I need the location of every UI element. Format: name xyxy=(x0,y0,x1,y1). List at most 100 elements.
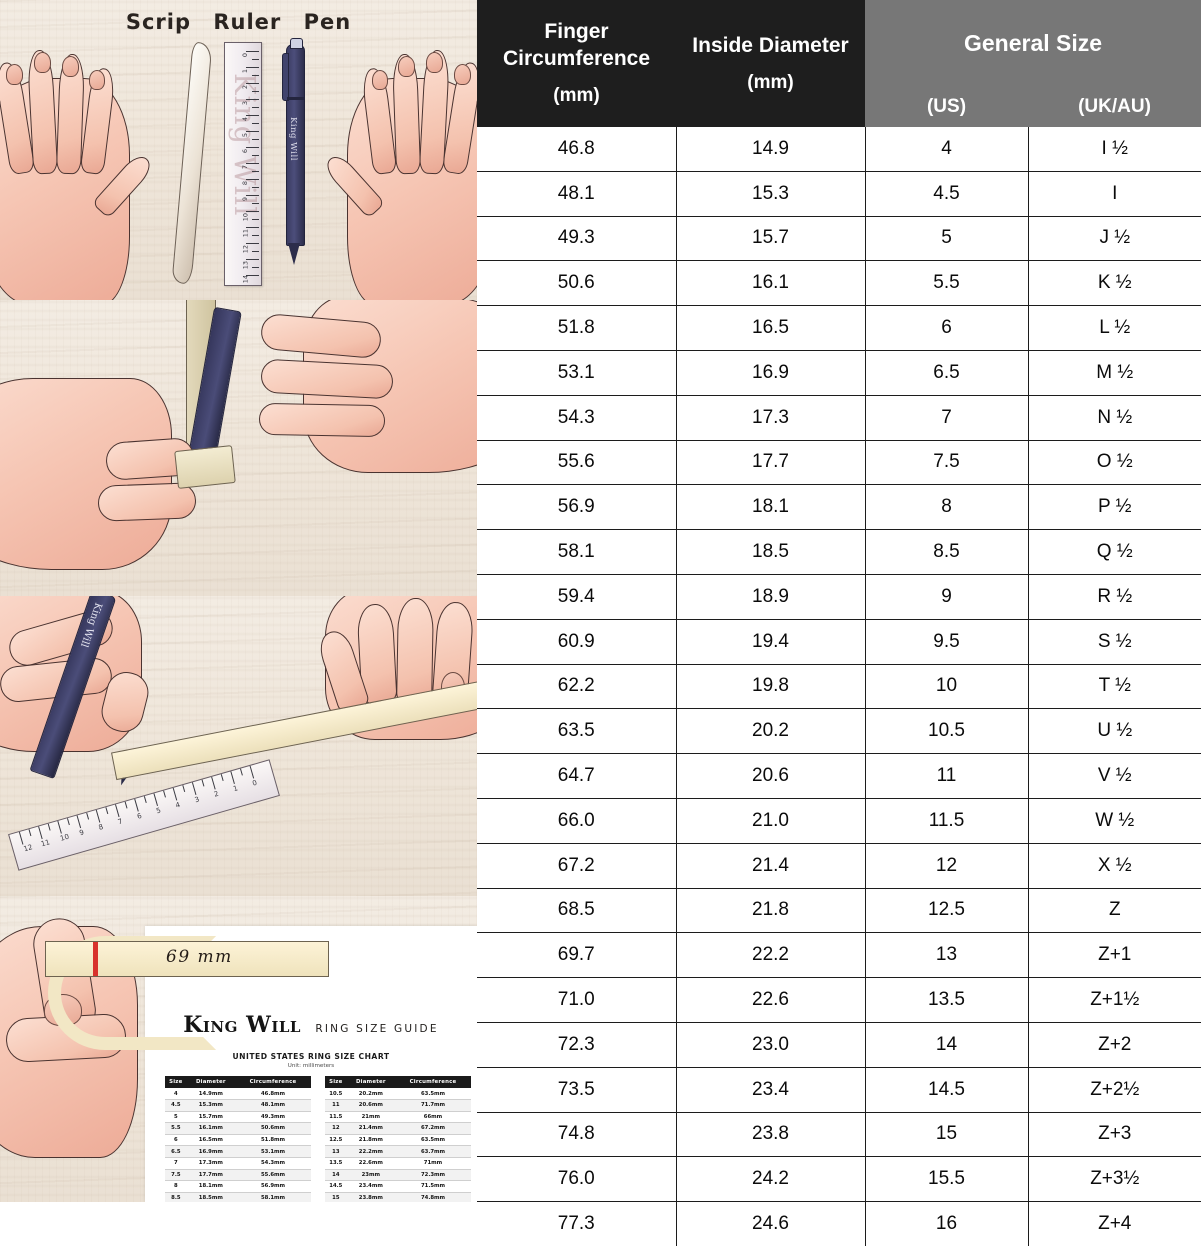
mini-table-row: 10.5 20.2mm 63.5mm xyxy=(325,1088,471,1100)
cell-inside-diameter: 23.8 xyxy=(676,1112,866,1158)
mini-cell-diameter: 15.7mm xyxy=(186,1111,236,1124)
mini-table-right: Size Diameter Circumference 10.5 20.2mm 63… xyxy=(325,1076,471,1202)
mini-cell-circumference: 50.6mm xyxy=(235,1122,311,1135)
cell-size-us: 15.5 xyxy=(865,1156,1029,1203)
mini-cell-size: 11 xyxy=(325,1099,347,1112)
right-hand-nail-3 xyxy=(398,56,415,77)
cell-size-us: 12 xyxy=(865,843,1029,889)
pen-clip xyxy=(282,53,289,101)
cell-size-us: 7 xyxy=(865,395,1029,441)
ruler-brand-text: King Will xyxy=(228,73,262,217)
mini-cell-circumference: 67.2mm xyxy=(395,1122,471,1135)
cell-finger-circumference: 66.0 xyxy=(477,798,677,844)
cell-size-uk-au: Z+3½ xyxy=(1028,1156,1201,1203)
cell-inside-diameter: 21.4 xyxy=(676,843,866,889)
mini-cell-circumference: 72.3mm xyxy=(395,1169,471,1182)
paper-scrip xyxy=(171,41,213,285)
header-inside-diameter-unit: (mm) xyxy=(747,71,794,93)
table-row: 60.9 19.4 9.5 S ½ xyxy=(477,619,1201,665)
cell-inside-diameter: 18.9 xyxy=(676,574,866,620)
header-inside-diameter-label: Inside Diameter xyxy=(692,33,849,57)
ruler-num-6: 6 xyxy=(241,149,249,154)
cell-inside-diameter: 16.5 xyxy=(676,305,866,351)
cell-size-uk-au: W ½ xyxy=(1028,798,1201,844)
mini-table-row: 4.5 15.3mm 48.1mm xyxy=(165,1099,311,1112)
mini-col-diameter: Diameter xyxy=(346,1076,396,1089)
mini-cell-circumference: 71.7mm xyxy=(395,1099,471,1112)
panel-tools-layout: Scrip Ruler Pen xyxy=(0,0,477,302)
mini-cell-diameter: 23.4mm xyxy=(346,1180,396,1193)
cell-finger-circumference: 59.4 xyxy=(477,574,677,620)
mini-cell-diameter: 23.8mm xyxy=(346,1192,396,1202)
ruler-num-3: 3 xyxy=(193,795,201,805)
ruler-num-9: 9 xyxy=(78,828,85,838)
cell-size-us: 9 xyxy=(865,574,1029,620)
mini-table-header-row: Size Diameter Circumference xyxy=(325,1076,471,1089)
ruler-num-11: 11 xyxy=(241,229,249,238)
mini-cell-size: 6.5 xyxy=(165,1145,187,1158)
header-row-units: (US) (UK/AU) xyxy=(477,87,1201,127)
mini-cell-size: 5.5 xyxy=(165,1122,187,1135)
cell-size-uk-au: L ½ xyxy=(1028,305,1201,351)
ring-size-conversion-table: Finger Circumference (mm) Inside Diamete… xyxy=(477,0,1201,1246)
cell-inside-diameter: 23.4 xyxy=(676,1067,866,1113)
cell-size-uk-au: M ½ xyxy=(1028,350,1201,396)
table-row: 63.5 20.2 10.5 U ½ xyxy=(477,708,1201,755)
tools-label-row: Scrip Ruler Pen xyxy=(0,10,477,34)
table-row: 69.7 22.2 13 Z+1 xyxy=(477,932,1201,979)
cell-finger-circumference: 69.7 xyxy=(477,932,677,979)
cell-size-us: 16 xyxy=(865,1201,1029,1246)
cell-finger-circumference: 62.2 xyxy=(477,664,677,710)
cell-size-us: 13 xyxy=(865,932,1029,979)
mini-cell-diameter: 15.3mm xyxy=(186,1099,236,1112)
header-finger-circumference-unit: (mm) xyxy=(553,84,600,106)
table-row: 66.0 21.0 11.5 W ½ xyxy=(477,798,1201,844)
mini-cell-diameter: 17.7mm xyxy=(186,1169,236,1182)
header-us: (US) xyxy=(865,87,1028,127)
table-row: 55.6 17.7 7.5 O ½ xyxy=(477,440,1201,486)
cell-finger-circumference: 68.5 xyxy=(477,888,677,934)
cell-finger-circumference: 72.3 xyxy=(477,1022,677,1068)
mini-table-row: 13.5 22.6mm 71mm xyxy=(325,1157,471,1170)
cell-size-us: 9.5 xyxy=(865,619,1029,665)
mini-cell-size: 8 xyxy=(165,1180,187,1193)
label-ruler: Ruler xyxy=(213,10,282,34)
cell-size-uk-au: V ½ xyxy=(1028,753,1201,799)
cell-size-uk-au: Z+2½ xyxy=(1028,1067,1201,1113)
mini-chart-unit: Unit: millimeters xyxy=(287,1063,335,1069)
cell-size-us: 14.5 xyxy=(865,1067,1029,1113)
mini-cell-diameter: 23mm xyxy=(346,1169,396,1182)
mini-tables-wrap: Size Diameter Circumference 4 14.9mm 46.8m… xyxy=(165,1076,471,1202)
cell-finger-circumference: 46.8 xyxy=(477,127,677,172)
paper-wrapped-band xyxy=(174,445,236,489)
mini-cell-size: 7.5 xyxy=(165,1169,187,1182)
table-row: 64.7 20.6 11 V ½ xyxy=(477,753,1201,799)
mini-table-row: 15 23.8mm 74.8mm xyxy=(325,1192,471,1202)
ruler-num-1: 1 xyxy=(241,69,249,74)
ruler-num-5: 5 xyxy=(241,133,249,138)
cell-finger-circumference: 48.1 xyxy=(477,171,677,217)
table-row: 58.1 18.5 8.5 Q ½ xyxy=(477,529,1201,575)
brand-subtitle: RING SIZE GUIDE xyxy=(315,1023,439,1035)
mini-cell-diameter: 18.1mm xyxy=(186,1180,236,1193)
mini-cell-circumference: 74.8mm xyxy=(395,1192,471,1202)
mini-cell-size: 13 xyxy=(325,1145,347,1158)
label-pen: Pen xyxy=(303,10,352,34)
mini-cell-circumference: 71.5mm xyxy=(395,1180,471,1193)
cell-size-uk-au: R ½ xyxy=(1028,574,1201,620)
cell-size-us: 5 xyxy=(865,216,1029,262)
mini-cell-circumference: 63.5mm xyxy=(395,1088,471,1100)
paper-strip-with-measurement: 69 mm xyxy=(45,941,329,977)
cell-size-uk-au: P ½ xyxy=(1028,484,1201,531)
mini-cell-diameter: 21mm xyxy=(346,1111,396,1124)
left-hand-nail-3 xyxy=(62,56,79,77)
cell-size-us: 11 xyxy=(865,753,1029,799)
header-inside-diameter: Inside Diameter (mm) xyxy=(676,0,865,127)
mini-col-circumference: Circumference xyxy=(235,1076,311,1089)
mini-cell-size: 12.5 xyxy=(325,1134,347,1147)
mini-cell-size: 14 xyxy=(325,1169,347,1182)
table-row: 49.3 15.7 5 J ½ xyxy=(477,216,1201,262)
left-hand-nail-2 xyxy=(34,52,51,73)
cell-inside-diameter: 22.2 xyxy=(676,932,866,979)
right-hand-nail-4 xyxy=(372,70,388,90)
